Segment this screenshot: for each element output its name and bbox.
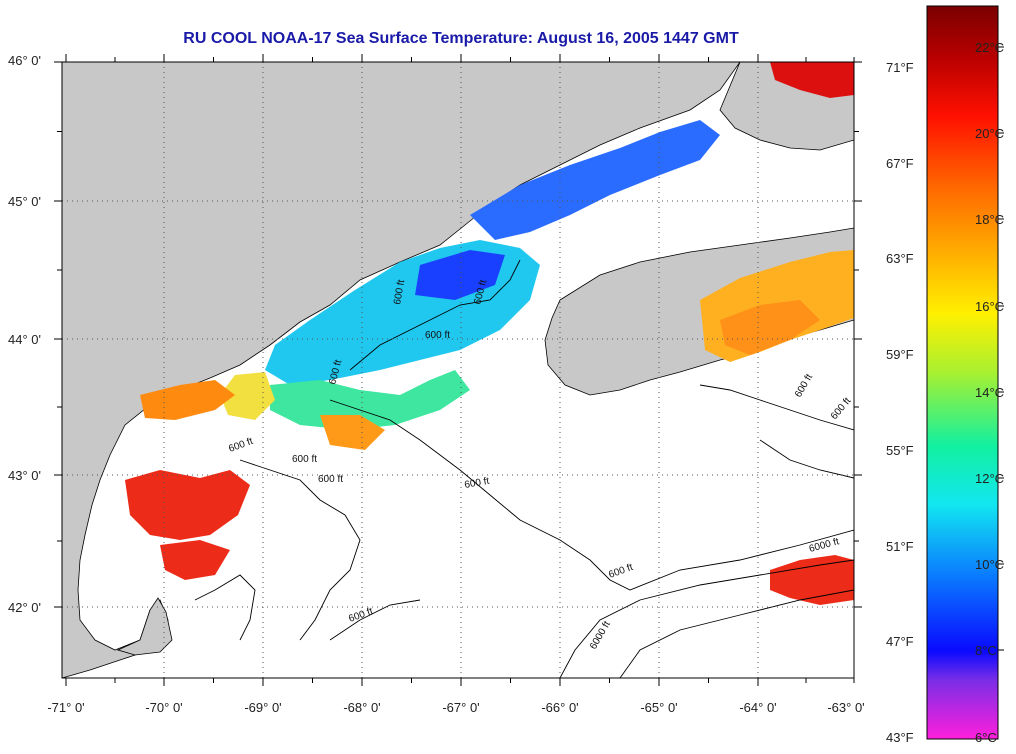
fahrenheit-label: 55°F: [886, 443, 914, 458]
lat-label: 43° 0': [8, 468, 41, 483]
lon-label: -70° 0': [145, 700, 183, 715]
lon-label: -71° 0': [47, 700, 85, 715]
fahrenheit-label: 51°F: [886, 539, 914, 554]
celsius-label: 10°C: [975, 557, 1005, 572]
contour-label: 600 ft: [318, 474, 343, 485]
sst-patch-ns-orange: [720, 300, 820, 355]
map-grid: [62, 62, 854, 678]
land-cape-cod: [116, 597, 173, 656]
celsius-label: 12°C: [975, 471, 1005, 486]
fahrenheit-label: 71°F: [886, 60, 914, 75]
depth-contours: [194, 259, 854, 678]
contour-label: 600 ft: [292, 454, 317, 465]
sst-patch-red-south: [160, 540, 230, 580]
sst-patch-yellow-west: [220, 372, 275, 420]
lat-label: 46° 0': [8, 53, 41, 68]
sst-patch-red-southeast: [770, 555, 854, 605]
celsius-label: 18°C: [975, 212, 1005, 227]
lon-label: -69° 0': [244, 700, 282, 715]
lat-label: 45° 0': [8, 194, 41, 209]
sst-patch-orange-mid: [320, 415, 385, 450]
lon-label: -67° 0': [442, 700, 480, 715]
fahrenheit-label: 43°F: [886, 730, 914, 745]
lon-label: -66° 0': [541, 700, 579, 715]
celsius-label: 20°C: [975, 126, 1005, 141]
colorbar: [926, 5, 999, 740]
celsius-label: 22°C: [975, 40, 1005, 55]
fahrenheit-label: 59°F: [886, 347, 914, 362]
lon-label: -63° 0': [827, 700, 865, 715]
fahrenheit-label: 47°F: [886, 634, 914, 649]
sst-patch-blue: [415, 250, 505, 300]
fahrenheit-label: 67°F: [886, 156, 914, 171]
map-title: RU COOL NOAA-17 Sea Surface Temperature:…: [183, 30, 739, 47]
celsius-label: 16°C: [975, 299, 1005, 314]
sst-patch-red-georges: [125, 470, 250, 540]
sst-patch-fundy: [470, 120, 720, 240]
lat-label: 42° 0': [8, 600, 41, 615]
sst-patch-orange-west: [140, 380, 235, 420]
celsius-label: 6°C: [975, 730, 997, 745]
contour-label: 600 ft: [392, 279, 407, 306]
lat-label: 44° 0': [8, 332, 41, 347]
lon-label: -64° 0': [739, 700, 777, 715]
contour-label: 600 ft: [425, 330, 450, 341]
contour-label: 600 ft: [464, 476, 491, 491]
lon-label: -65° 0': [640, 700, 678, 715]
celsius-label: 8°C: [975, 643, 997, 658]
fahrenheit-label: 63°F: [886, 251, 914, 266]
lon-label: -68° 0': [343, 700, 381, 715]
sst-patch-red-ne: [770, 62, 854, 98]
map-frame: [61, 61, 855, 679]
celsius-label: 14°C: [975, 385, 1005, 400]
